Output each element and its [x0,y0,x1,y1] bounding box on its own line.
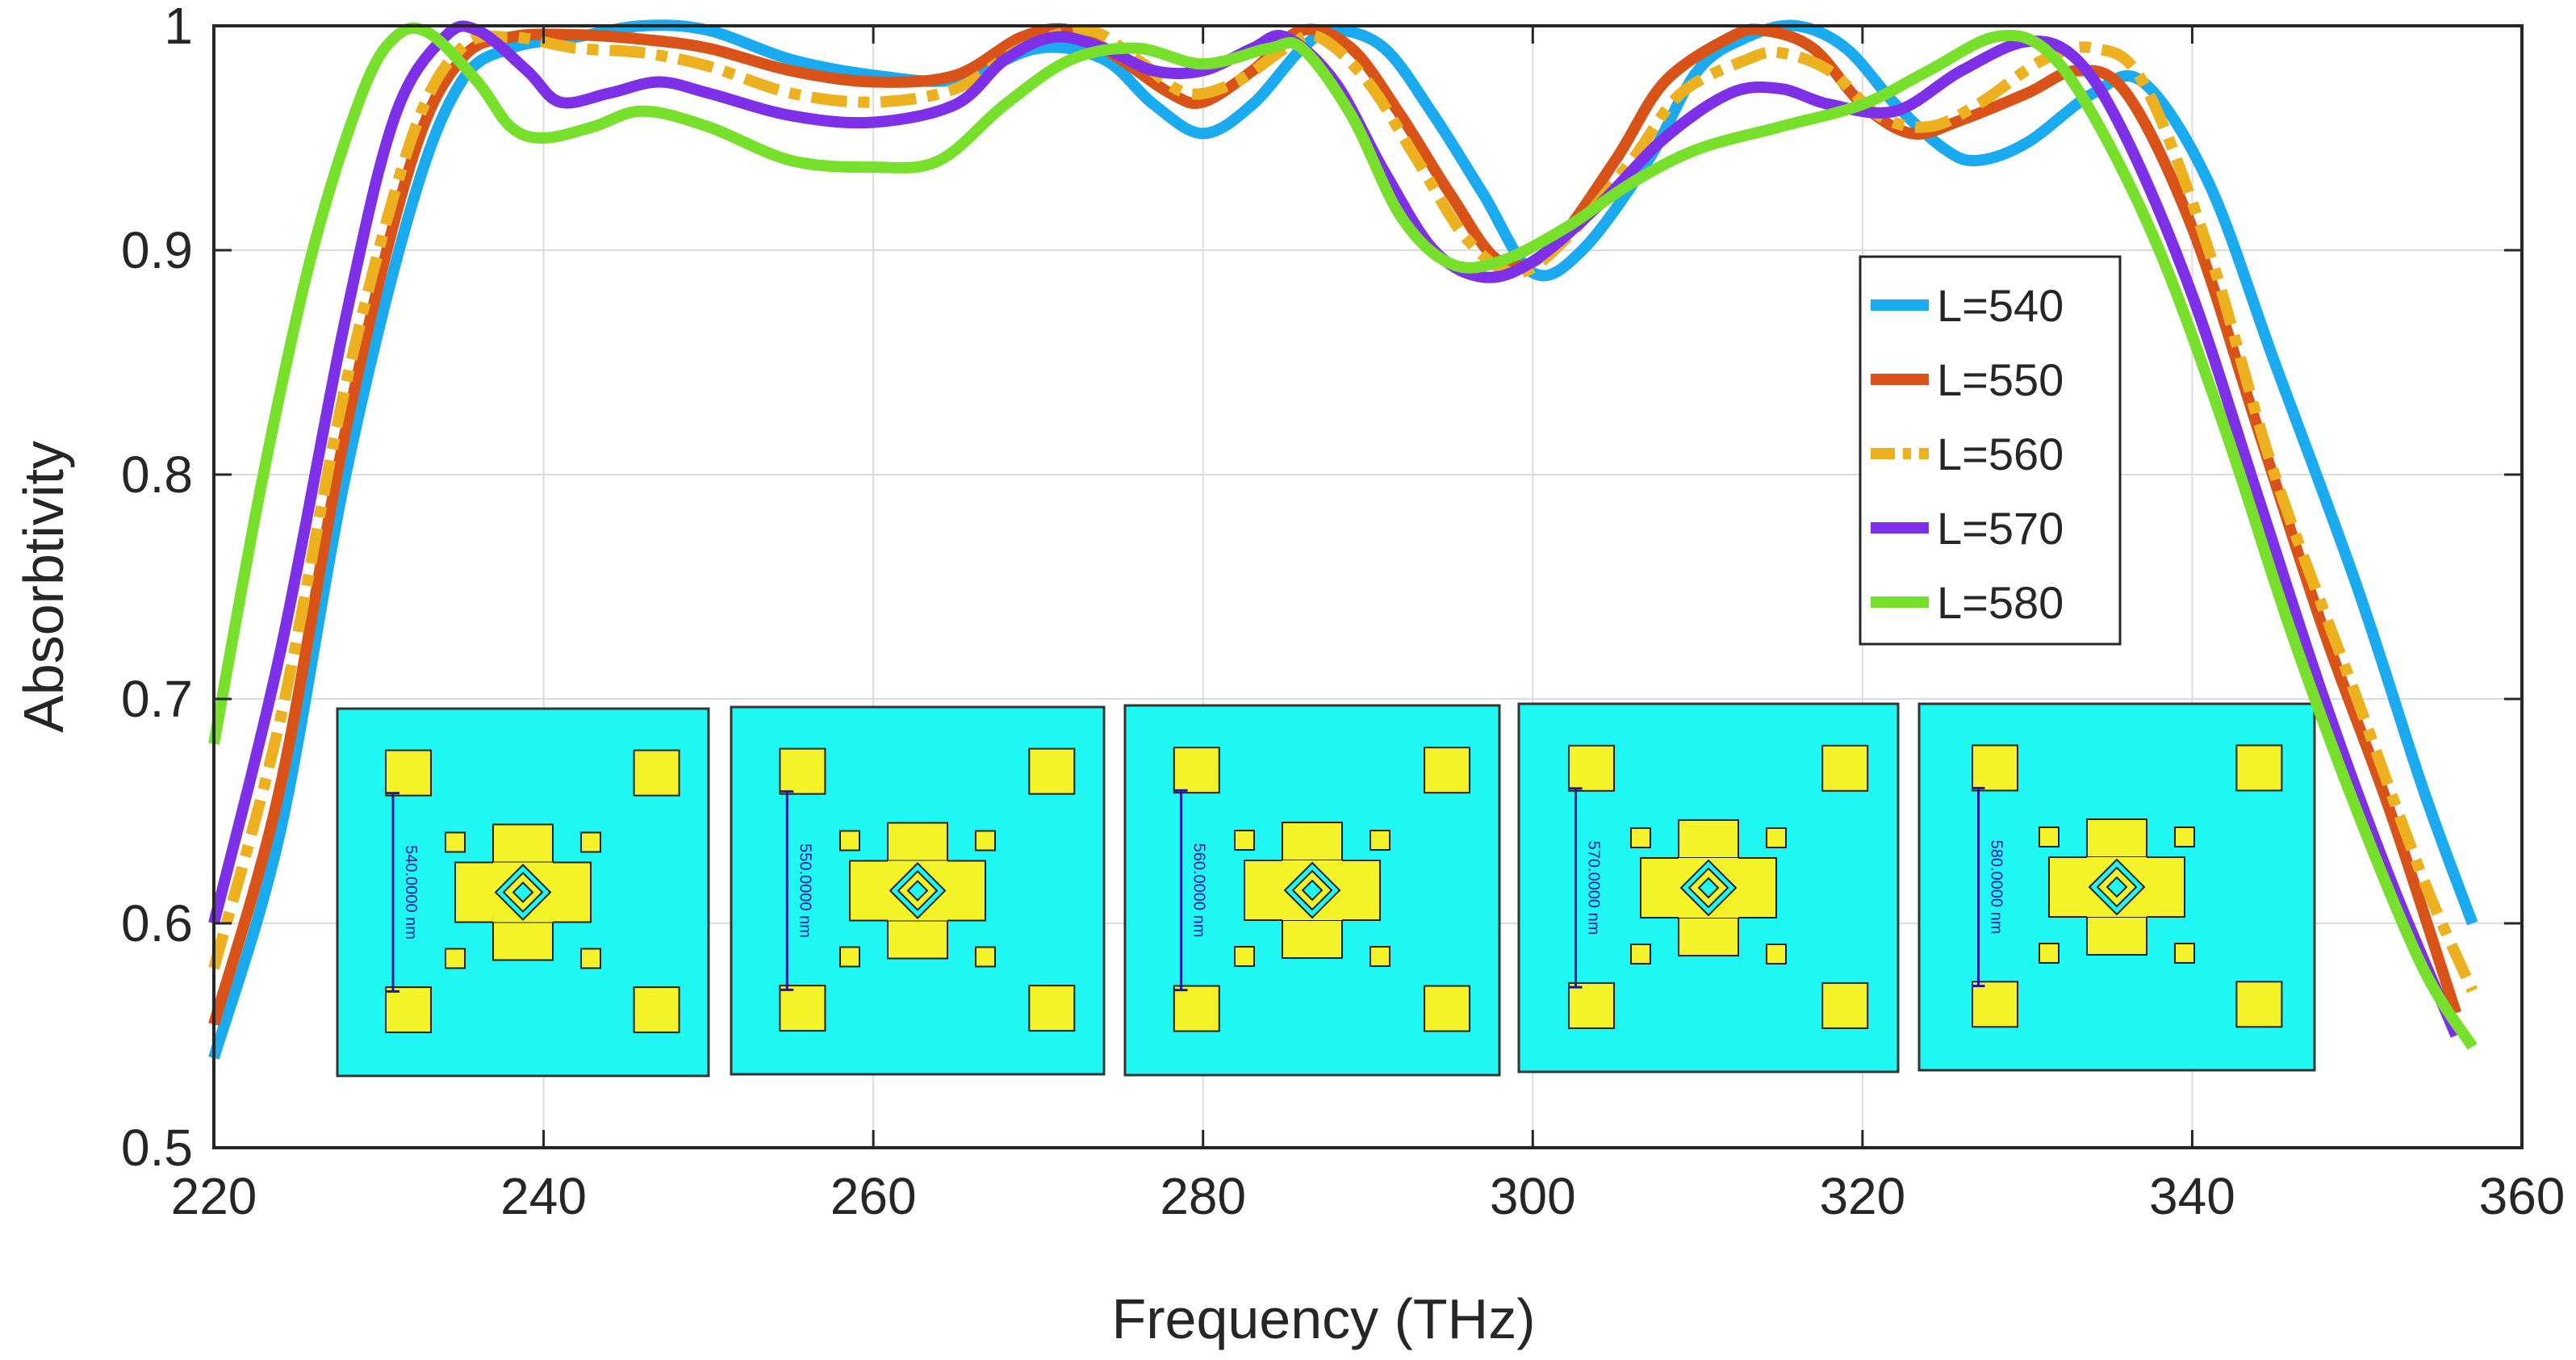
x-tick-label: 280 [1160,1167,1246,1225]
legend-label: L=540 [1937,280,2064,331]
small-pad [445,831,466,853]
series-lines [208,19,2478,1060]
small-pad [975,830,996,852]
corner-pad [1424,747,1471,794]
corner-pad [633,749,680,797]
diamond-ring-inner [1301,879,1324,902]
corner-pad [1568,981,1615,1029]
small-pad [580,948,601,969]
dimension-label: 570.0000 nm [1585,841,1603,935]
dimension-label: 540.0000 nm [402,845,420,939]
dimension-label: 560.0000 nm [1190,843,1208,938]
x-tick-label: 220 [171,1167,257,1225]
series-line-l-560 [208,24,2478,994]
diamond-ring-inner [512,881,534,903]
small-pad [1630,944,1651,965]
x-axis-title: Frequency (THz) [1111,1287,1535,1350]
corner-pad [1821,981,1869,1029]
small-pad [839,946,860,968]
small-pad [1766,827,1787,848]
small-pad [1630,827,1651,848]
corner-pad [1173,985,1220,1032]
y-tick-label: 1 [164,0,193,55]
legend-label: L=550 [1937,354,2064,405]
x-tick-label: 240 [500,1167,587,1225]
x-tick-label: 340 [2149,1167,2235,1225]
unit-cell-inset: 580.0000 nm [1917,702,2316,1072]
unit-cell-inset: 560.0000 nm [1123,704,1501,1077]
small-pad [445,948,466,969]
y-axis-title: Absorbtivity [12,441,75,733]
corner-pad [1424,985,1471,1032]
legend-label: L=580 [1937,577,2064,628]
y-tick-label: 0.5 [121,1119,193,1177]
small-pad [1370,830,1390,851]
series-line-l-580 [208,22,2478,1050]
corner-pad [779,985,826,1032]
plot-frame [212,24,2524,1149]
corner-pad [1568,744,1615,792]
small-pad [2039,943,2060,964]
corner-pad [1173,747,1220,794]
diamond-ring-inner [1697,877,1720,899]
corner-pad [385,749,432,797]
small-pad [1234,830,1255,851]
corner-pad [1028,747,1076,795]
corner-pad [385,986,432,1034]
dimension-label: 580.0000 nm [1988,840,2005,935]
small-pad [580,831,601,853]
corner-pad [2235,981,2283,1028]
small-pad [2174,826,2195,847]
x-tick-label: 300 [1490,1167,1576,1225]
small-pad [975,946,996,968]
small-pad [839,830,860,852]
small-pad [1766,944,1787,965]
dimension-label: 550.0000 nm [796,843,813,938]
small-pad [1234,946,1255,967]
corner-pad [779,747,826,795]
unit-cell-inset: 550.0000 nm [730,705,1106,1076]
y-tick-label: 0.6 [121,894,193,952]
x-tick-label: 260 [830,1167,917,1225]
unit-cell-inset: 540.0000 nm [336,707,710,1078]
corner-pad [2235,744,2283,792]
y-tick-label: 0.7 [121,670,193,728]
corner-pad [1028,985,1076,1032]
small-pad [2039,826,2060,847]
diamond-ring-inner [906,880,929,902]
x-ticks: 220 240 260 280 300 320 340 360 [171,26,2566,1225]
y-tick-label: 0.9 [121,221,193,279]
diamond-ring-inner [2106,876,2128,898]
unit-cell-inset: 570.0000 nm [1517,702,1900,1073]
x-tick-label: 360 [2479,1167,2566,1225]
legend-label: L=570 [1937,503,2064,554]
y-tick-label: 0.8 [121,446,193,504]
corner-pad [1972,981,2018,1028]
x-tick-label: 320 [1819,1167,1905,1225]
small-pad [2174,943,2195,964]
y-ticks: 0.5 0.6 0.7 0.8 0.9 1 [121,0,2522,1177]
corner-pad [1972,744,2018,792]
corner-pad [1821,744,1869,792]
unit-cell-insets: 540.0000 nm 550.0000 nm 560.0000 nm 570.000… [336,702,2316,1078]
legend-label: L=560 [1937,429,2064,479]
small-pad [1370,946,1390,967]
corner-pad [633,986,680,1034]
legend: L=540 L=550 L=560 L=570 L=580 [1859,255,2122,646]
